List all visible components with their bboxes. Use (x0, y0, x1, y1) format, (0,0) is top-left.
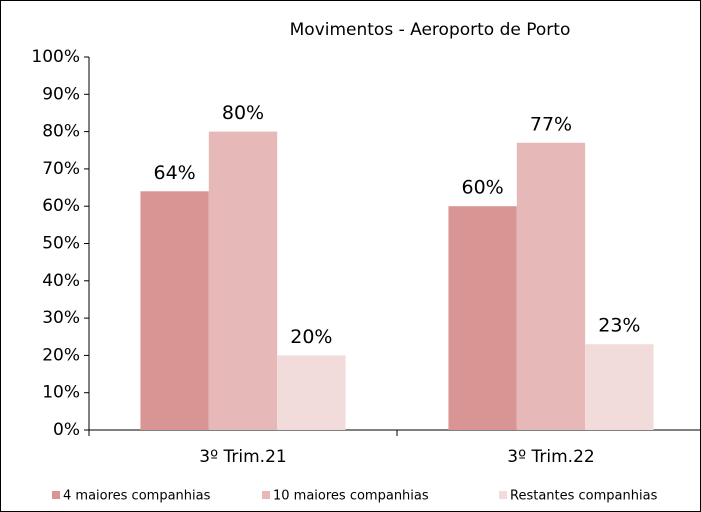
legend-swatch (499, 491, 507, 499)
y-tick-label: 20% (42, 345, 80, 365)
legend-label: 10 maiores companhias (273, 489, 429, 504)
y-tick-label: 60% (42, 196, 80, 216)
legend-label: Restantes companhias (510, 489, 658, 504)
value-label: 77% (530, 113, 572, 135)
x-tick-label: 3º Trim.22 (507, 447, 594, 467)
value-label: 64% (154, 162, 196, 184)
y-tick-label: 80% (42, 122, 80, 142)
y-tick-label: 0% (53, 420, 80, 440)
value-label: 80% (222, 102, 264, 124)
bar (277, 355, 346, 430)
bar (516, 142, 586, 431)
value-label: 23% (598, 315, 640, 337)
legend-swatch (262, 491, 270, 499)
bar (140, 191, 209, 430)
y-tick-label: 30% (42, 308, 80, 328)
y-tick-label: 50% (42, 234, 80, 254)
bar (208, 131, 278, 430)
bar (448, 206, 517, 430)
y-tick-label: 10% (42, 383, 80, 403)
y-tick-label: 70% (42, 159, 80, 179)
legend-swatch (52, 491, 60, 499)
bar (585, 344, 654, 430)
value-label: 60% (462, 177, 504, 199)
y-tick-label: 40% (42, 271, 80, 291)
y-tick-label: 100% (31, 47, 80, 67)
y-tick-label: 90% (42, 84, 80, 104)
legend-label: 4 maiores companhias (63, 489, 211, 504)
x-tick-label: 3º Trim.21 (199, 447, 286, 467)
value-label: 20% (290, 326, 332, 348)
chart-title: Movimentos - Aeroporto de Porto (290, 20, 571, 40)
